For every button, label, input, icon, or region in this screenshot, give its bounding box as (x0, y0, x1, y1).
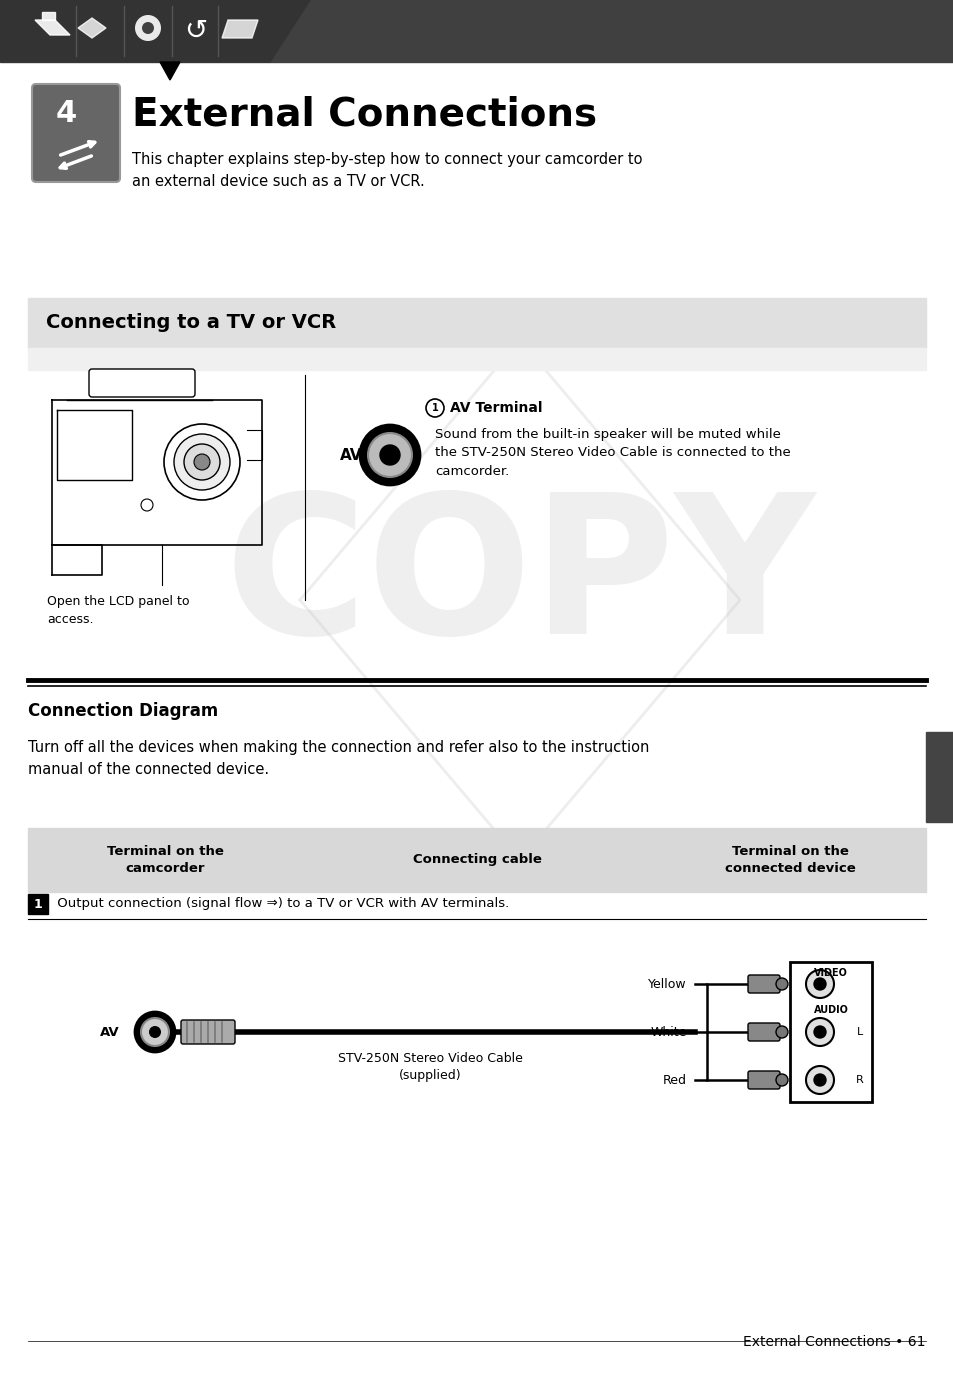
Circle shape (813, 1026, 825, 1038)
Text: 1: 1 (33, 898, 42, 910)
Bar (28, 827, 925, 892)
Text: 1: 1 (431, 403, 438, 412)
Text: L: L (856, 1027, 862, 1037)
Text: White: White (650, 1026, 686, 1038)
Circle shape (775, 978, 787, 990)
Polygon shape (42, 12, 55, 21)
Text: COPY: COPY (224, 485, 815, 674)
Polygon shape (160, 62, 180, 80)
Circle shape (193, 454, 210, 470)
Circle shape (141, 1018, 169, 1047)
FancyBboxPatch shape (747, 1071, 780, 1089)
FancyBboxPatch shape (32, 84, 120, 182)
Circle shape (141, 499, 152, 512)
Circle shape (368, 433, 412, 477)
Circle shape (775, 1026, 787, 1038)
Text: AUDIO: AUDIO (813, 1005, 847, 1015)
Text: R: R (855, 1076, 863, 1085)
Text: Connecting cable: Connecting cable (412, 854, 541, 866)
FancyBboxPatch shape (747, 975, 780, 993)
Text: This chapter explains step-by-step how to connect your camcorder to
an external : This chapter explains step-by-step how t… (132, 152, 641, 189)
FancyBboxPatch shape (181, 1020, 234, 1044)
Text: ↺: ↺ (184, 17, 208, 46)
Text: Output connection (signal flow ⇒) to a TV or VCR with AV terminals.: Output connection (signal flow ⇒) to a T… (53, 898, 509, 910)
Text: AV: AV (339, 448, 362, 462)
Circle shape (184, 444, 220, 480)
Bar (28, 298, 925, 348)
Circle shape (426, 399, 443, 416)
Text: External Connections • 61: External Connections • 61 (742, 1335, 925, 1349)
Text: Sound from the built-in speaker will be muted while
the STV-250N Stereo Video Ca: Sound from the built-in speaker will be … (435, 427, 790, 479)
Circle shape (142, 22, 153, 34)
Text: VIDEO: VIDEO (813, 968, 847, 978)
Text: AV Terminal: AV Terminal (450, 401, 542, 415)
Circle shape (135, 15, 161, 41)
Text: Red: Red (662, 1073, 686, 1087)
Text: 4: 4 (56, 98, 77, 127)
Text: Connection Diagram: Connection Diagram (28, 702, 218, 720)
Circle shape (813, 978, 825, 990)
Circle shape (775, 1074, 787, 1087)
Text: Terminal on the
connected device: Terminal on the connected device (724, 845, 855, 876)
FancyBboxPatch shape (89, 370, 194, 397)
Circle shape (805, 1066, 833, 1094)
Circle shape (813, 1074, 825, 1087)
Polygon shape (35, 21, 70, 34)
Circle shape (135, 1012, 174, 1052)
FancyBboxPatch shape (747, 1023, 780, 1041)
Text: STV-250N Stereo Video Cable
(supplied): STV-250N Stereo Video Cable (supplied) (337, 1052, 522, 1083)
Bar (28, 348, 925, 370)
Bar (789, 963, 871, 1102)
Text: Open the LCD panel to
access.: Open the LCD panel to access. (47, 594, 190, 626)
Text: External Connections: External Connections (132, 97, 597, 134)
Text: Connecting to a TV or VCR: Connecting to a TV or VCR (46, 313, 335, 332)
Bar (925, 732, 953, 822)
Text: Turn off all the devices when making the connection and refer also to the instru: Turn off all the devices when making the… (28, 741, 649, 778)
Text: Terminal on the
camcorder: Terminal on the camcorder (107, 845, 223, 876)
Bar (28, 894, 48, 914)
Text: Yellow: Yellow (648, 978, 686, 990)
Polygon shape (222, 21, 257, 39)
Circle shape (149, 1026, 161, 1038)
Polygon shape (78, 18, 106, 39)
Text: AV: AV (100, 1026, 119, 1038)
Circle shape (173, 434, 230, 490)
Polygon shape (0, 0, 310, 62)
Circle shape (805, 1018, 833, 1047)
Circle shape (379, 445, 399, 465)
Bar (0, 0, 953, 62)
Circle shape (359, 425, 419, 485)
Circle shape (805, 969, 833, 998)
Circle shape (164, 423, 240, 501)
